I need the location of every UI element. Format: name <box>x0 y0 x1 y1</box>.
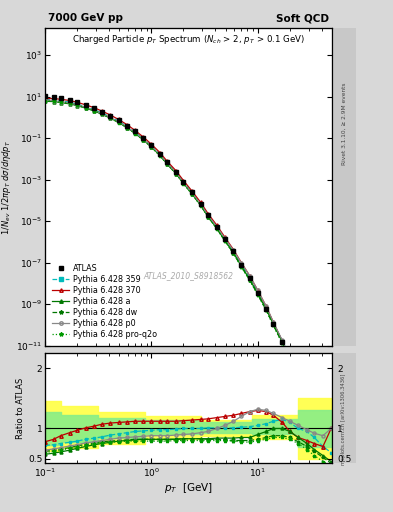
Y-axis label: Ratio to ATLAS: Ratio to ATLAS <box>16 378 25 439</box>
Y-axis label: $1/N_{ev}\ 1/2\pi p_T\ d\sigma/d\eta dp_T$: $1/N_{ev}\ 1/2\pi p_T\ d\sigma/d\eta dp_… <box>0 139 13 234</box>
Text: ATLAS_2010_S8918562: ATLAS_2010_S8918562 <box>143 271 234 280</box>
Text: 7000 GeV pp: 7000 GeV pp <box>48 13 123 24</box>
Text: Charged Particle $p_T$ Spectrum ($N_{ch}$ > 2, $p_T$ > 0.1 GeV): Charged Particle $p_T$ Spectrum ($N_{ch}… <box>72 33 305 46</box>
Text: Rivet 3.1.10, ≥ 2.9M events: Rivet 3.1.10, ≥ 2.9M events <box>342 82 346 165</box>
Text: Soft QCD: Soft QCD <box>276 13 329 24</box>
Text: mcplots.cern.ch [arXiv:1306.3436]: mcplots.cern.ch [arXiv:1306.3436] <box>342 374 346 465</box>
Legend: ATLAS, Pythia 6.428 359, Pythia 6.428 370, Pythia 6.428 a, Pythia 6.428 dw, Pyth: ATLAS, Pythia 6.428 359, Pythia 6.428 37… <box>49 262 159 342</box>
X-axis label: $p_T\ \ [\mathrm{GeV}]$: $p_T\ \ [\mathrm{GeV}]$ <box>164 481 213 495</box>
